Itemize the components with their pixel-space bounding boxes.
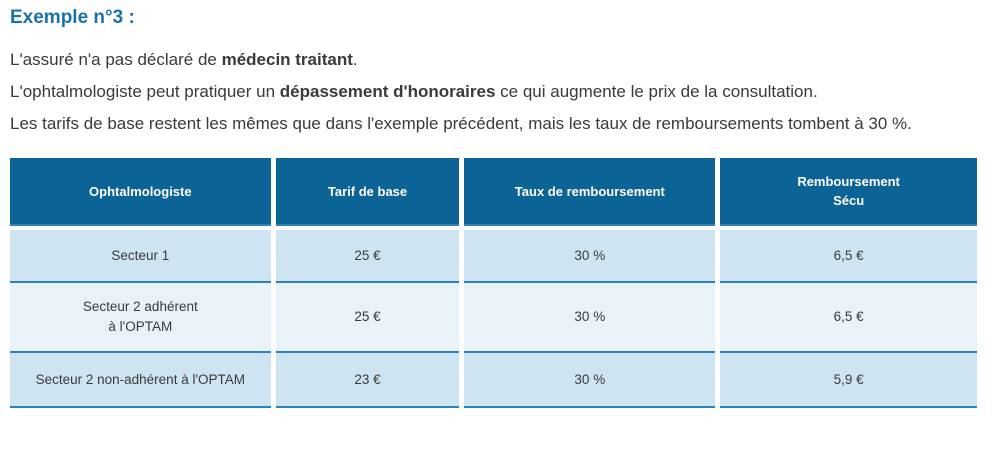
table-header-row: Ophtalmologiste Tarif de base Taux de re… bbox=[10, 158, 977, 226]
paragraph-line-1: L'assuré n'a pas déclaré de médecin trai… bbox=[10, 44, 982, 76]
text-segment: L'assuré n'a pas déclaré de bbox=[10, 50, 222, 69]
header-cell-taux-de-remboursement: Taux de remboursement bbox=[464, 158, 716, 226]
reimbursement-table: Ophtalmologiste Tarif de base Taux de re… bbox=[5, 158, 982, 408]
cell-taux: 30 % bbox=[464, 353, 716, 408]
paragraph-line-3: Les tarifs de base restent les mêmes que… bbox=[10, 108, 982, 140]
table-row-secteur-1: Secteur 1 25 € 30 % 6,5 € bbox=[10, 226, 977, 283]
cell-tarif: 25 € bbox=[275, 283, 460, 353]
paragraph-line-2: L'ophtalmologiste peut pratiquer un dépa… bbox=[10, 76, 982, 108]
text-segment-bold: dépassement d'honoraires bbox=[279, 82, 496, 101]
header-cell-ophtalmologiste: Ophtalmologiste bbox=[10, 158, 271, 226]
text-segment: . bbox=[352, 50, 358, 69]
header-cell-tarif-de-base: Tarif de base bbox=[275, 158, 460, 226]
intro-paragraph: L'assuré n'a pas déclaré de médecin trai… bbox=[10, 44, 982, 140]
cell-taux: 30 % bbox=[464, 283, 716, 353]
cell-remboursement: 5,9 € bbox=[720, 353, 977, 408]
header-cell-remboursement-secu: Remboursement Sécu bbox=[720, 158, 977, 226]
table-row-secteur-2-adherent: Secteur 2 adhérent à l'OPTAM 25 € 30 % 6… bbox=[10, 283, 977, 353]
cell-remboursement: 6,5 € bbox=[720, 226, 977, 283]
cell-remboursement: 6,5 € bbox=[720, 283, 977, 353]
page-title: Exemple n°3 : bbox=[10, 7, 135, 28]
cell-ophtalmologiste: Secteur 2 non-adhérent à l'OPTAM bbox=[10, 353, 271, 408]
cell-ophtalmologiste: Secteur 2 adhérent à l'OPTAM bbox=[10, 283, 271, 353]
cell-taux: 30 % bbox=[464, 226, 716, 283]
cell-ophtalmologiste: Secteur 1 bbox=[10, 226, 271, 283]
text-segment: ce qui augmente le prix de la consultati… bbox=[495, 82, 818, 101]
text-segment: L'ophtalmologiste peut pratiquer un bbox=[10, 82, 280, 101]
cell-tarif: 25 € bbox=[275, 226, 460, 283]
cell-tarif: 23 € bbox=[275, 353, 460, 408]
table-row-secteur-2-non-adherent: Secteur 2 non-adhérent à l'OPTAM 23 € 30… bbox=[10, 353, 977, 408]
page-content: Exemple n°3 : L'assuré n'a pas déclaré d… bbox=[0, 5, 992, 408]
text-segment-bold: médecin traitant bbox=[221, 50, 353, 69]
text-segment: Les tarifs de base restent les mêmes que… bbox=[10, 114, 912, 133]
